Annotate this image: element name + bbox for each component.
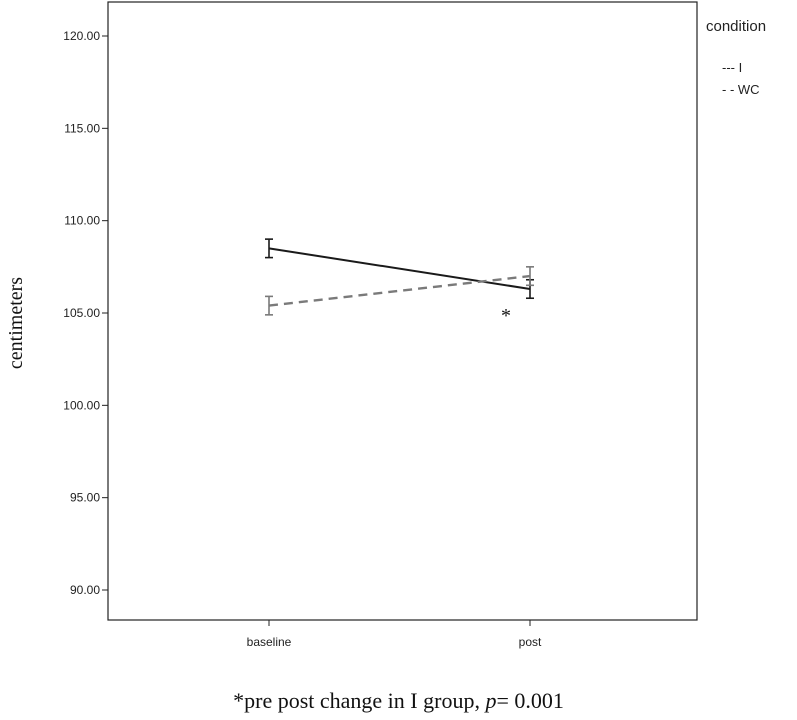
series-layer	[265, 238, 534, 316]
legend-title: condition	[706, 18, 766, 35]
x-axis: baseline post	[247, 620, 542, 649]
series-line-wc	[268, 274, 531, 307]
footnote: *pre post change in I group, p= 0.001	[0, 688, 797, 714]
y-tick-label: 95.00	[70, 491, 100, 505]
error-bar-wc	[265, 295, 273, 316]
footnote-suffix: = 0.001	[496, 688, 564, 713]
significance-marker: *	[501, 305, 511, 327]
y-axis-label: centimeters	[5, 277, 27, 369]
legend: condition --- I - - WC	[706, 18, 766, 97]
y-tick-label: 100.00	[63, 398, 100, 412]
y-tick-label: 115.00	[64, 121, 100, 135]
y-tick-label: 105.00	[63, 306, 100, 320]
series-line-i	[268, 247, 531, 290]
y-axis: 90.00 95.00 100.00 105.00 110.00 115.00 120.00	[63, 29, 108, 597]
plot-frame	[107, 1, 698, 621]
x-tick-label: baseline	[247, 635, 292, 649]
x-tick-label: post	[519, 635, 542, 649]
error-bar-i	[265, 238, 273, 259]
y-tick-label: 120.00	[63, 29, 100, 43]
y-tick-label: 110.00	[64, 214, 100, 228]
legend-entry-wc: - - WC	[722, 82, 760, 97]
error-bar-wc	[526, 266, 534, 287]
footnote-p-symbol: p	[485, 688, 497, 713]
footnote-prefix: *pre post change in I group,	[233, 688, 486, 713]
legend-entry-i: --- I	[722, 60, 742, 75]
y-tick-label: 90.00	[70, 583, 100, 597]
